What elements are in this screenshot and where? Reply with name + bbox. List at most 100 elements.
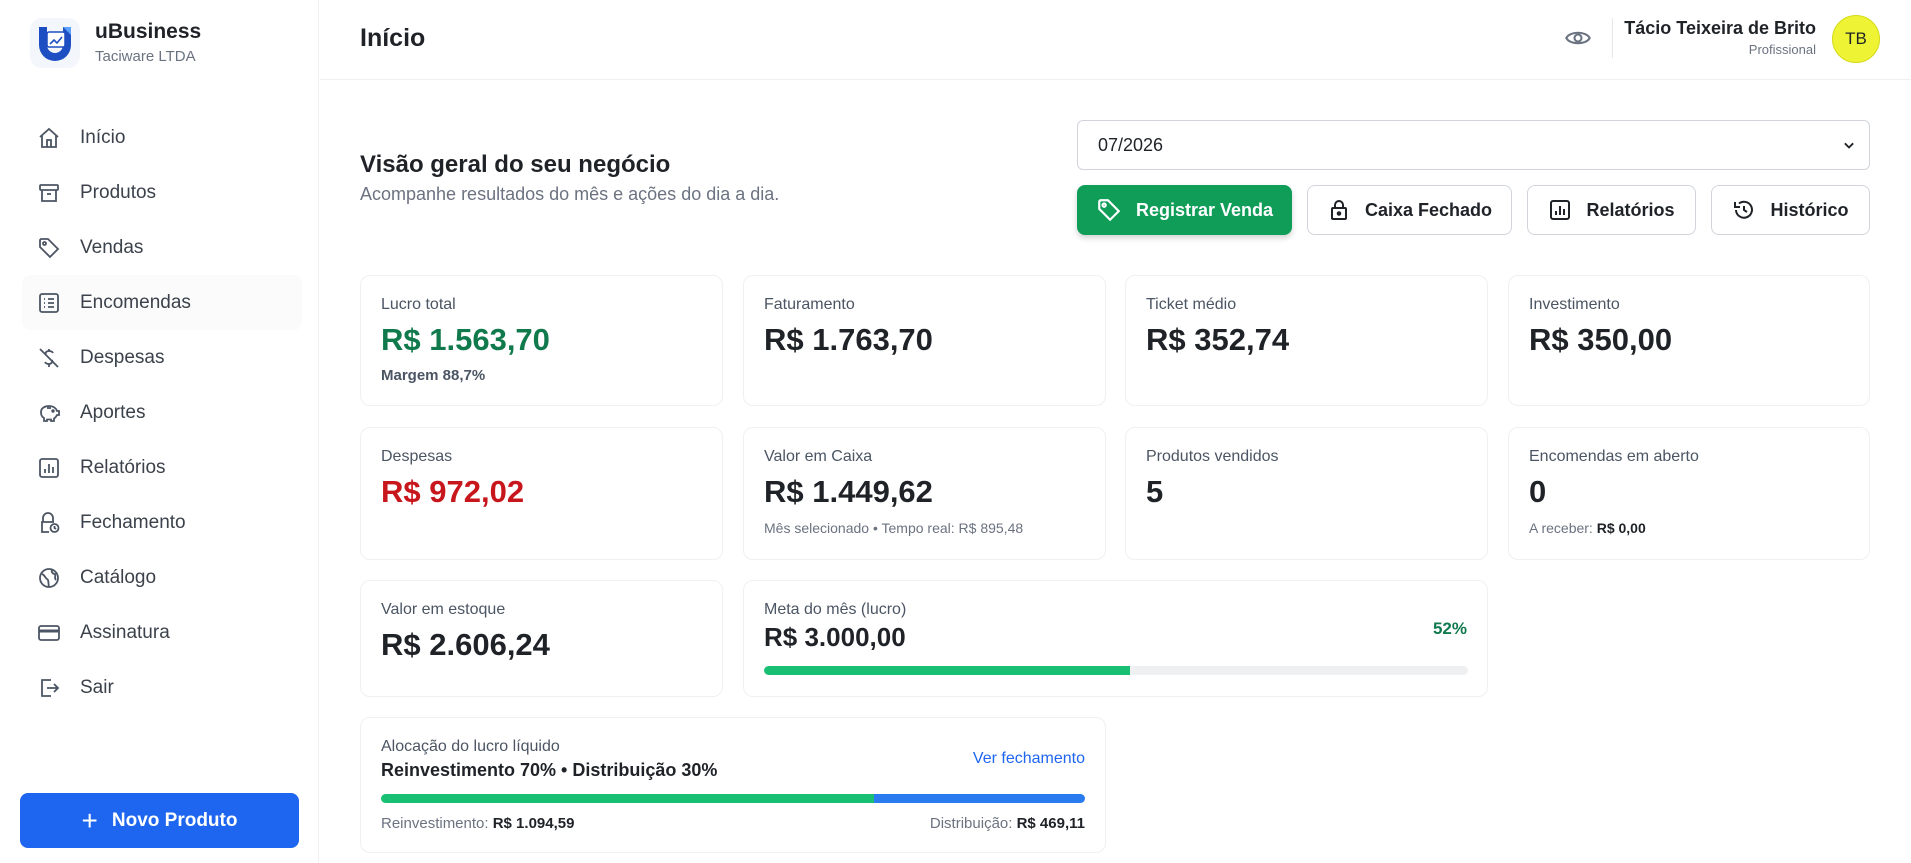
card-value: R$ 972,02 [381, 474, 525, 509]
month-select-value: 07/2026 [1098, 134, 1164, 155]
allocation-distrib-segment [873, 794, 1085, 803]
sidebar-item-inicio[interactable]: Início [22, 110, 302, 165]
card-label: Meta do mês (lucro) [764, 601, 907, 618]
chevron-down-icon [1839, 135, 1859, 160]
sidebar-item-vendas[interactable]: Vendas [22, 220, 302, 275]
sidebar-item-encomendas[interactable]: Encomendas [22, 275, 302, 330]
card-valor-em-caixa: Valor em Caixa R$ 1.449,62 Mês seleciona… [743, 427, 1106, 560]
sidebar-item-sair[interactable]: Sair [22, 660, 302, 715]
card-meta-do-mes: Meta do mês (lucro) R$ 3.000,00 52% [743, 580, 1488, 697]
user-name: Tácio Teixeira de Brito [1624, 18, 1816, 38]
sidebar-item-label: Fechamento [80, 511, 186, 533]
new-product-button[interactable]: + Novo Produto [20, 793, 299, 848]
card-margin: Margem 88,7% [381, 367, 486, 384]
card-label: Valor em estoque [381, 601, 506, 618]
cash-closed-button[interactable]: Caixa Fechado [1307, 185, 1512, 235]
sidebar-item-relatorios[interactable]: Relatórios [22, 440, 302, 495]
history-button[interactable]: Histórico [1711, 185, 1870, 235]
sidebar-item-label: Aportes [80, 401, 146, 423]
avatar[interactable]: TB [1832, 15, 1880, 63]
card-foot-value: R$ 0,00 [1596, 520, 1646, 536]
month-select[interactable]: 07/2026 [1077, 120, 1870, 170]
home-icon [36, 125, 62, 151]
brand-name: uBusiness [95, 20, 202, 43]
archive-icon [36, 180, 62, 206]
reports-button[interactable]: Relatórios [1527, 185, 1696, 235]
card-value: R$ 1.449,62 [764, 474, 933, 509]
card-faturamento: Faturamento R$ 1.763,70 [743, 275, 1106, 406]
card-foot-separator: • [869, 520, 882, 536]
globe-icon [36, 565, 62, 591]
tag-icon [36, 235, 62, 261]
goal-progress-fill [764, 666, 1131, 675]
card-alocacao-lucro: Alocação do lucro líquido Reinvestimento… [360, 717, 1106, 853]
card-label: Encomendas em aberto [1529, 448, 1699, 465]
card-value: R$ 350,00 [1529, 322, 1673, 357]
card-despesas: Despesas R$ 972,02 [360, 427, 723, 560]
card-encomendas-em-aberto: Encomendas em aberto 0 A receber: R$ 0,0… [1508, 427, 1870, 560]
card-label: Lucro total [381, 296, 456, 313]
card-value: R$ 1.563,70 [381, 322, 550, 357]
sidebar-nav: Início Produtos Vendas Encomendas Despes… [22, 110, 302, 715]
card-value: R$ 3.000,00 [764, 622, 906, 652]
card-investimento: Investimento R$ 350,00 [1508, 275, 1870, 406]
logout-icon [36, 675, 62, 701]
card-foot: Mês selecionado • Tempo real: R$ 895,48 [764, 520, 1023, 536]
sidebar-item-fechamento[interactable]: Fechamento [22, 495, 302, 550]
card-label: Despesas [381, 448, 453, 465]
card-value: R$ 2.606,24 [381, 627, 550, 662]
card-label: Ticket médio [1146, 296, 1237, 313]
allocation-summary: Reinvestimento 70% • Distribuição 30% [381, 760, 718, 780]
card-foot-realtime: Tempo real: R$ 895,48 [881, 520, 1024, 536]
card-value: 0 [1529, 474, 1547, 509]
plus-icon: + [81, 804, 98, 836]
goal-percent: 52% [1432, 619, 1467, 638]
sidebar-item-despesas[interactable]: Despesas [22, 330, 302, 385]
lock-icon [1330, 200, 1347, 220]
list-icon [36, 290, 62, 316]
history-label: Histórico [1770, 199, 1849, 220]
brand-logo-icon [30, 18, 80, 68]
view-closing-link[interactable]: Ver fechamento [972, 750, 1085, 767]
overview-title: Visão geral do seu negócio [360, 151, 671, 178]
card-foot-label: A receber: [1529, 520, 1597, 536]
register-sale-label: Registrar Venda [1135, 199, 1274, 220]
card-ticket-medio: Ticket médio R$ 352,74 [1125, 275, 1488, 406]
sidebar-item-produtos[interactable]: Produtos [22, 165, 302, 220]
sidebar-item-label: Sair [80, 676, 114, 698]
allocation-reinvest-segment [381, 794, 874, 803]
sidebar-item-label: Início [80, 126, 126, 148]
register-sale-button[interactable]: Registrar Venda [1077, 185, 1292, 235]
report-icon [1550, 200, 1571, 220]
eye-icon[interactable] [1560, 20, 1596, 56]
card-label: Faturamento [764, 296, 855, 313]
history-icon [1734, 200, 1754, 219]
sidebar-item-label: Assinatura [80, 621, 170, 643]
piggy-bank-icon [36, 400, 62, 426]
card-valor-em-estoque: Valor em estoque R$ 2.606,24 [360, 580, 723, 697]
sidebar-item-label: Produtos [80, 181, 157, 203]
sidebar-item-assinatura[interactable]: Assinatura [22, 605, 302, 660]
header-divider [1612, 18, 1613, 58]
allocation-bar [381, 794, 1085, 803]
user-info[interactable]: Tácio Teixeira de Brito Profissional [1624, 18, 1816, 57]
card-foot-month: Mês selecionado [764, 520, 870, 536]
sidebar-item-label: Relatórios [80, 456, 166, 478]
card-label: Investimento [1529, 296, 1620, 313]
sidebar-item-label: Catálogo [80, 566, 157, 588]
card-label: Valor em Caixa [764, 448, 873, 465]
sidebar-item-label: Despesas [80, 346, 165, 368]
card-label: Produtos vendidos [1146, 448, 1279, 465]
sidebar-item-catalogo[interactable]: Catálogo [22, 550, 302, 605]
card-produtos-vendidos: Produtos vendidos 5 [1125, 427, 1488, 560]
reports-label: Relatórios [1586, 199, 1675, 220]
sidebar-item-aportes[interactable]: Aportes [22, 385, 302, 440]
new-product-label: Novo Produto [111, 809, 238, 831]
brand[interactable]: uBusiness Taciware LTDA [30, 18, 201, 68]
overview-subtitle: Acompanhe resultados do mês e ações do d… [360, 184, 780, 204]
tag-icon [1098, 199, 1121, 222]
reinvest-amount: Reinvestimento: R$ 1.094,59 [381, 815, 574, 832]
report-icon [36, 455, 62, 481]
sidebar: uBusiness Taciware LTDA Início Produtos … [0, 0, 319, 863]
card-icon [36, 620, 62, 646]
